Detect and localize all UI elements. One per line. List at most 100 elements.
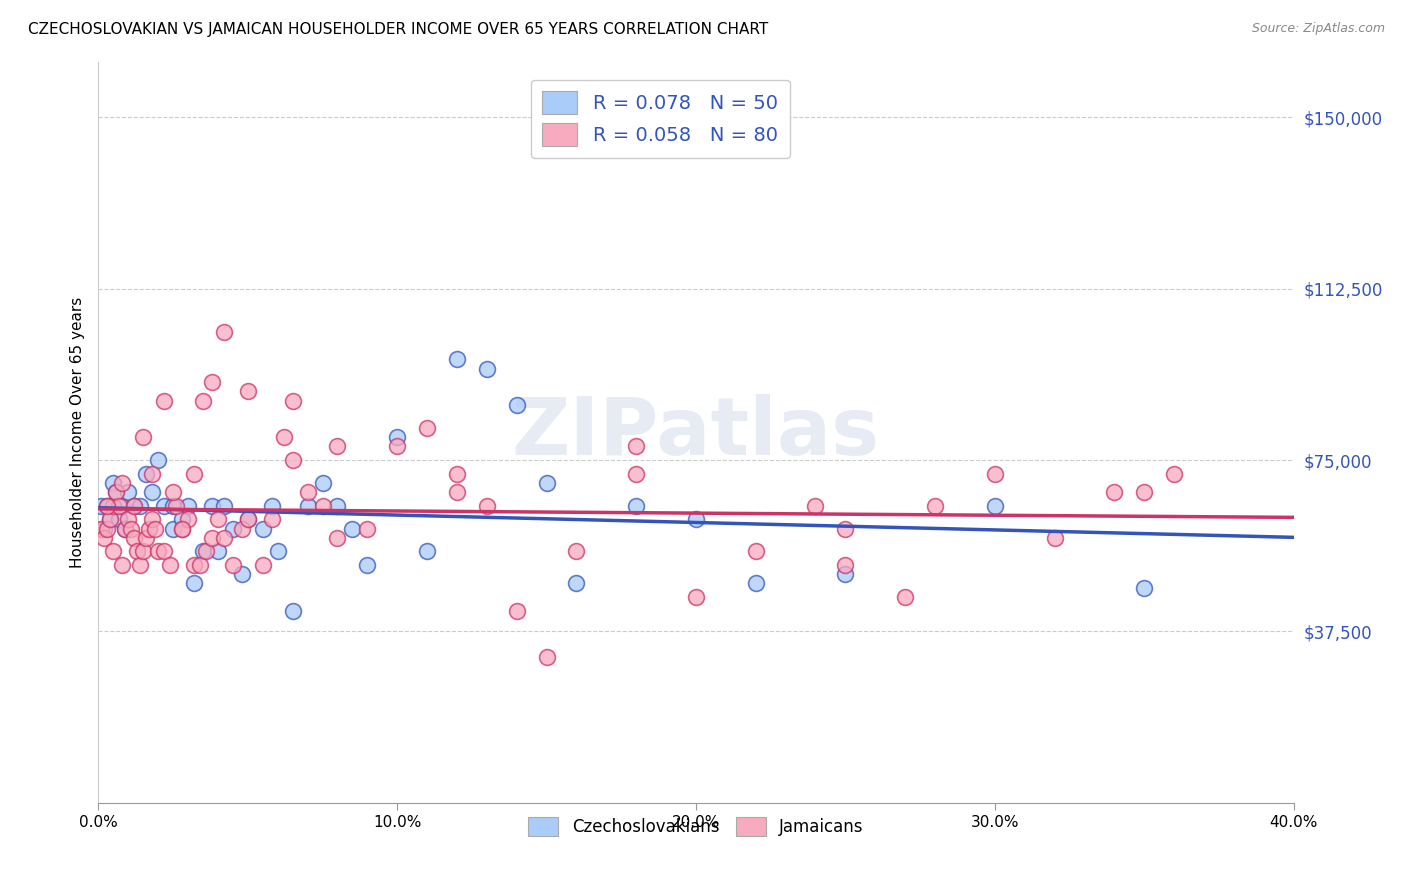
Point: [416, 421, 439, 435]
Point: [172, 522, 194, 536]
Point: [475, 361, 498, 376]
Point: [212, 531, 235, 545]
Point: [183, 558, 205, 573]
Point: [273, 430, 295, 444]
Point: [326, 531, 349, 545]
Point: [356, 522, 378, 536]
Legend: Czechoslovakians, Jamaicans: Czechoslovakians, Jamaicans: [522, 810, 870, 843]
Point: [311, 499, 333, 513]
Point: [98, 512, 122, 526]
Point: [475, 499, 498, 513]
Point: [135, 531, 157, 545]
Point: [143, 522, 166, 536]
Point: [103, 475, 125, 490]
Point: [96, 522, 118, 536]
Point: [96, 499, 118, 513]
Point: [153, 499, 176, 513]
Point: [281, 453, 304, 467]
Point: [626, 439, 648, 453]
Point: [222, 558, 245, 573]
Point: [108, 512, 131, 526]
Point: [446, 352, 468, 367]
Point: [153, 544, 176, 558]
Point: [195, 544, 218, 558]
Point: [105, 485, 128, 500]
Point: [103, 499, 125, 513]
Point: [231, 567, 253, 582]
Point: [1043, 531, 1066, 545]
Point: [1133, 485, 1156, 500]
Point: [984, 467, 1007, 481]
Point: [326, 499, 349, 513]
Point: [141, 485, 163, 500]
Point: [124, 499, 146, 513]
Point: [626, 499, 648, 513]
Point: [924, 499, 946, 513]
Point: [685, 512, 707, 526]
Point: [177, 512, 200, 526]
Point: [201, 376, 224, 390]
Text: CZECHOSLOVAKIAN VS JAMAICAN HOUSEHOLDER INCOME OVER 65 YEARS CORRELATION CHART: CZECHOSLOVAKIAN VS JAMAICAN HOUSEHOLDER …: [28, 22, 768, 37]
Point: [129, 558, 152, 573]
Point: [236, 512, 259, 526]
Point: [326, 439, 349, 453]
Point: [252, 558, 274, 573]
Point: [108, 499, 131, 513]
Point: [183, 467, 205, 481]
Point: [984, 499, 1007, 513]
Point: [90, 499, 112, 513]
Point: [162, 522, 184, 536]
Point: [141, 467, 163, 481]
Point: [114, 522, 136, 536]
Point: [177, 499, 200, 513]
Point: [342, 522, 364, 536]
Point: [98, 512, 122, 526]
Point: [188, 558, 211, 573]
Point: [159, 558, 181, 573]
Point: [834, 558, 856, 573]
Point: [162, 485, 184, 500]
Point: [385, 430, 409, 444]
Point: [207, 544, 229, 558]
Point: [260, 499, 283, 513]
Text: ZIPatlas: ZIPatlas: [512, 393, 880, 472]
Point: [311, 475, 333, 490]
Point: [201, 531, 224, 545]
Point: [207, 512, 229, 526]
Point: [90, 522, 112, 536]
Point: [834, 522, 856, 536]
Point: [120, 522, 142, 536]
Point: [111, 558, 134, 573]
Point: [1104, 485, 1126, 500]
Point: [103, 544, 125, 558]
Point: [685, 590, 707, 604]
Point: [834, 567, 856, 582]
Point: [132, 544, 155, 558]
Point: [385, 439, 409, 453]
Point: [111, 499, 134, 513]
Point: [148, 453, 170, 467]
Point: [153, 393, 176, 408]
Point: [565, 544, 588, 558]
Point: [1163, 467, 1185, 481]
Point: [565, 576, 588, 591]
Point: [745, 576, 768, 591]
Point: [236, 512, 259, 526]
Point: [191, 544, 214, 558]
Point: [260, 512, 283, 526]
Point: [132, 430, 155, 444]
Point: [745, 544, 768, 558]
Point: [127, 544, 149, 558]
Point: [96, 499, 118, 513]
Point: [165, 499, 187, 513]
Point: [148, 544, 170, 558]
Point: [626, 467, 648, 481]
Point: [93, 522, 115, 536]
Point: [446, 467, 468, 481]
Point: [162, 499, 184, 513]
Point: [506, 398, 529, 412]
Point: [231, 522, 253, 536]
Point: [111, 475, 134, 490]
Point: [297, 499, 319, 513]
Point: [201, 499, 224, 513]
